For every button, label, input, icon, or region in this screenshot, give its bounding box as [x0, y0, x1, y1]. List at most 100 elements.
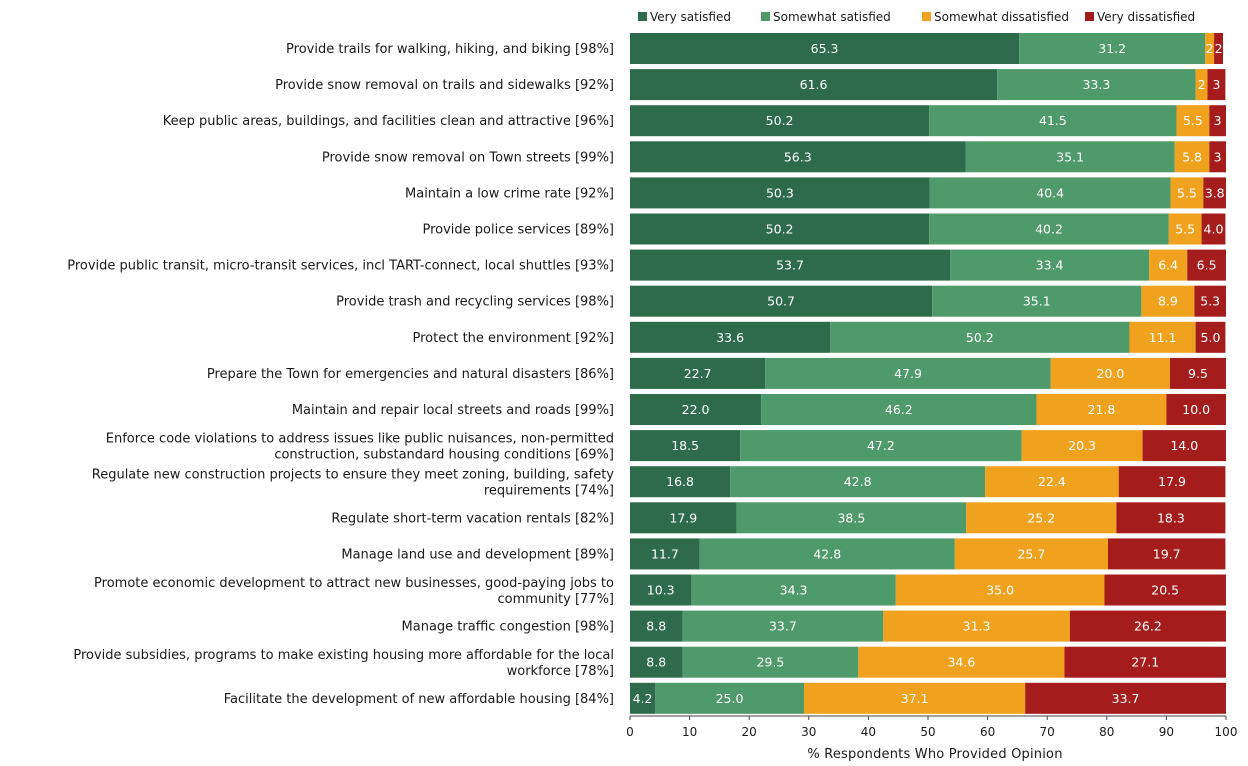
x-tick-label: 80 — [1099, 725, 1114, 739]
data-label-very-dissatisfied: 14.0 — [1170, 438, 1198, 453]
data-label-very-dissatisfied: 2 — [1215, 41, 1223, 56]
bar-segment-very-dissatisfied — [1207, 69, 1226, 101]
x-tick-label: 20 — [742, 725, 757, 739]
bar-segment-somewhat-satisfied — [736, 502, 967, 534]
category-label: Provide police services [89%] — [422, 223, 614, 238]
category-label-line: construction, substandard housing condit… — [274, 448, 614, 463]
bar-segments: 65.3 31.2 2 261.6 33.3 2 350.2 41.5 5.5 356.3 35.1… — [630, 33, 1226, 714]
bar-segment-very-dissatisfied — [1169, 357, 1226, 389]
bar-segment-very-satisfied — [630, 610, 683, 642]
data-label-very-satisfied: 56.3 — [784, 149, 812, 164]
bar-segment-somewhat-dissatisfied — [1205, 33, 1215, 64]
data-label-very-satisfied: 65.3 — [811, 41, 839, 56]
bar-segment-somewhat-satisfied — [765, 357, 1051, 389]
data-label-very-satisfied: 4.2 — [633, 691, 653, 706]
bar-segment-very-dissatisfied — [1069, 610, 1226, 642]
bar-segment-somewhat-satisfied — [932, 285, 1142, 317]
data-label-very-satisfied: 11.7 — [651, 546, 679, 561]
data-label-somewhat-satisfied: 33.3 — [1082, 77, 1110, 92]
data-label-very-satisfied: 61.6 — [800, 77, 828, 92]
data-label-very-dissatisfied: 26.2 — [1134, 619, 1162, 634]
bar-segment-somewhat-satisfied — [997, 69, 1196, 101]
data-label-very-dissatisfied: 3.8 — [1205, 185, 1225, 200]
bar-segment-very-satisfied — [630, 682, 656, 714]
category-label: Manage traffic congestion [98%] — [402, 620, 614, 635]
x-tick-label: 90 — [1159, 725, 1174, 739]
data-label-somewhat-dissatisfied: 31.3 — [963, 619, 991, 634]
category-label: Provide subsidies, programs to make exis… — [73, 648, 614, 679]
bar-segment-very-satisfied — [630, 213, 930, 245]
data-label-somewhat-satisfied: 47.9 — [894, 366, 922, 381]
data-label-very-dissatisfied: 5.3 — [1200, 294, 1220, 309]
data-label-very-dissatisfied: 19.7 — [1153, 546, 1181, 561]
data-label-somewhat-satisfied: 25.0 — [716, 691, 744, 706]
category-label: Keep public areas, buildings, and facili… — [163, 114, 614, 129]
category-label: Maintain and repair local streets and ro… — [292, 403, 614, 418]
category-label: Provide trash and recycling services [98… — [336, 295, 614, 310]
data-label-very-satisfied: 16.8 — [666, 474, 694, 489]
data-label-very-dissatisfied: 3 — [1214, 149, 1222, 164]
data-label-somewhat-dissatisfied: 35.0 — [986, 583, 1014, 598]
category-label-line: Regulate new construction projects to en… — [92, 468, 615, 483]
bar-segment-very-dissatisfied — [1195, 321, 1226, 353]
category-label-line: Regulate short-term vacation rentals [82… — [331, 511, 614, 526]
data-label-somewhat-dissatisfied: 5.5 — [1183, 113, 1203, 128]
data-label-very-dissatisfied: 4.0 — [1204, 222, 1224, 237]
bar-segment-somewhat-dissatisfied — [1141, 285, 1195, 317]
bar-segment-very-satisfied — [630, 466, 731, 498]
data-label-very-satisfied: 8.8 — [646, 619, 666, 634]
bar-segment-very-dissatisfied — [1064, 646, 1226, 678]
data-label-somewhat-dissatisfied: 34.6 — [947, 655, 975, 670]
legend-label-very-satisfied: Very satisfied — [650, 10, 731, 24]
data-label-somewhat-satisfied: 35.1 — [1056, 149, 1084, 164]
category-label-line: Provide trash and recycling services [98… — [336, 295, 614, 310]
bar-segment-somewhat-dissatisfied — [1176, 105, 1210, 137]
bar-segment-very-dissatisfied — [1118, 466, 1226, 498]
bar-segment-very-satisfied — [630, 33, 1020, 64]
category-labels: Provide trails for walking, hiking, and … — [67, 42, 614, 707]
data-label-very-dissatisfied: 18.3 — [1157, 510, 1185, 525]
bar-segment-very-satisfied — [630, 394, 762, 425]
data-label-very-dissatisfied: 17.9 — [1158, 474, 1186, 489]
data-label-very-satisfied: 22.0 — [682, 402, 710, 417]
category-label: Prepare the Town for emergencies and nat… — [207, 367, 614, 382]
x-tick-label: 40 — [861, 725, 876, 739]
category-label-line: Manage traffic congestion [98%] — [402, 620, 614, 635]
category-label-line: Prepare the Town for emergencies and nat… — [207, 367, 614, 382]
bar-segment-very-satisfied — [630, 141, 966, 173]
data-label-somewhat-satisfied: 41.5 — [1039, 113, 1067, 128]
category-label-line: Promote economic development to attract … — [94, 576, 614, 591]
category-label: Maintain a low crime rate [92%] — [405, 186, 614, 201]
data-label-very-dissatisfied: 3 — [1214, 113, 1222, 128]
bar-segment-somewhat-dissatisfied — [895, 574, 1105, 606]
category-label-line: Provide public transit, micro-transit se… — [67, 259, 614, 274]
data-label-somewhat-satisfied: 34.3 — [780, 583, 808, 598]
bar-segment-very-satisfied — [630, 574, 692, 606]
data-label-very-dissatisfied: 5.0 — [1201, 330, 1221, 345]
bar-segment-very-satisfied — [630, 646, 683, 678]
bar-segment-somewhat-satisfied — [830, 321, 1130, 353]
data-label-somewhat-dissatisfied: 6.4 — [1158, 258, 1178, 273]
category-label: Regulate short-term vacation rentals [82… — [331, 511, 614, 526]
bar-segment-somewhat-dissatisfied — [1195, 69, 1208, 101]
category-label-line: Facilitate the development of new afford… — [224, 692, 614, 707]
category-label-line: Keep public areas, buildings, and facili… — [163, 114, 614, 129]
category-label-line: Provide police services [89%] — [422, 223, 614, 238]
bar-segment-very-satisfied — [630, 357, 766, 389]
bar-segment-somewhat-dissatisfied — [1129, 321, 1196, 353]
x-tick-label: 60 — [980, 725, 995, 739]
data-label-somewhat-satisfied: 31.2 — [1098, 41, 1126, 56]
category-label-line: Maintain a low crime rate [92%] — [405, 186, 614, 201]
data-label-somewhat-satisfied: 40.4 — [1036, 185, 1064, 200]
bar-segment-somewhat-dissatisfied — [954, 538, 1108, 570]
category-label-line: Provide snow removal on trails and sidew… — [275, 78, 614, 93]
bar-segment-somewhat-satisfied — [965, 141, 1175, 173]
data-label-somewhat-dissatisfied: 20.0 — [1096, 366, 1124, 381]
category-label: Regulate new construction projects to en… — [92, 468, 615, 499]
bar-segment-somewhat-satisfied — [691, 574, 896, 606]
category-label: Provide snow removal on Town streets [99… — [322, 150, 614, 165]
bar-segment-very-satisfied — [630, 285, 933, 317]
data-label-somewhat-satisfied: 29.5 — [756, 655, 784, 670]
data-label-very-dissatisfied: 10.0 — [1182, 402, 1210, 417]
bar-segment-very-satisfied — [630, 538, 700, 570]
